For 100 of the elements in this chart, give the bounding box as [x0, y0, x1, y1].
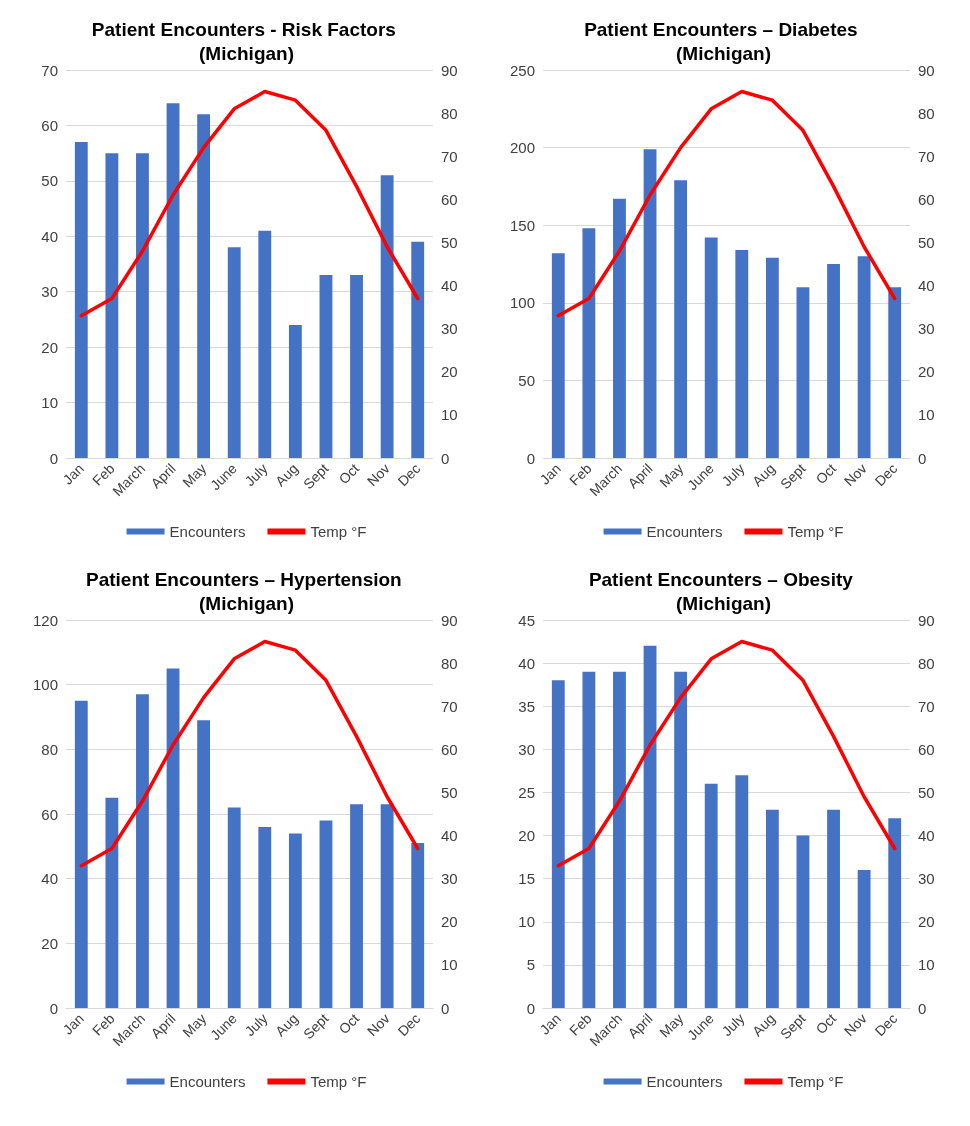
- x-tick-label: July: [241, 1010, 271, 1040]
- y2-tick-label: 60: [441, 190, 458, 208]
- bar: [380, 804, 394, 1008]
- y-tick-label: 40: [41, 870, 58, 888]
- y-tick-label: 100: [32, 676, 58, 694]
- y-tick-label: 80: [41, 740, 58, 758]
- y2-tick-label: 0: [441, 449, 450, 467]
- bar: [105, 797, 119, 1008]
- bar: [166, 668, 180, 1008]
- y-tick-label: 250: [509, 61, 535, 79]
- y-tick-label: 50: [518, 371, 535, 389]
- bar: [74, 700, 88, 1008]
- y-tick-label: 60: [41, 805, 58, 823]
- line-series: [556, 639, 897, 868]
- x-tick-label: Oct: [812, 460, 840, 488]
- bar: [888, 287, 902, 458]
- y-tick-label: 5: [526, 956, 535, 974]
- y2-tick-label: 10: [441, 406, 458, 424]
- y2-tick-label: 40: [441, 277, 458, 295]
- y-tick-label: 70: [41, 61, 58, 79]
- bar: [582, 228, 596, 458]
- bar: [288, 833, 302, 1008]
- x-tick-label: Jan: [536, 460, 564, 488]
- bar: [827, 809, 840, 1008]
- y2-tick-label: 50: [918, 783, 935, 801]
- bar: [765, 257, 779, 458]
- x-tick-label: Nov: [840, 1010, 870, 1040]
- y2-tick-label: 50: [441, 233, 458, 251]
- y-tick-label: 20: [41, 338, 58, 356]
- bar: [197, 720, 211, 1008]
- bar: [551, 680, 565, 1008]
- y2-tick-label: 70: [441, 697, 458, 715]
- y-tick-label: 200: [509, 139, 535, 157]
- bar: [319, 275, 333, 458]
- y-tick-label: 0: [526, 999, 535, 1017]
- y2-tick-label: 60: [918, 740, 935, 758]
- y2-tick-label: 80: [918, 104, 935, 122]
- x-tick-label: Aug: [749, 460, 779, 490]
- legend-label: Encounters: [646, 1073, 723, 1090]
- y2-tick-label: 30: [441, 870, 458, 888]
- legend-label: Temp °F: [787, 1073, 844, 1090]
- bar: [643, 645, 657, 1008]
- bar: [411, 843, 425, 1008]
- bar: [74, 142, 88, 458]
- bar: [227, 807, 241, 1008]
- y2-tick-label: 20: [441, 913, 458, 931]
- y2-tick-label: 30: [441, 320, 458, 338]
- y-tick-label: 10: [518, 913, 535, 931]
- y2-tick-label: 20: [918, 363, 935, 381]
- chart-title: Patient Encounters – Diabetes (Michigan): [584, 18, 863, 64]
- x-tick-label: Aug: [272, 460, 302, 490]
- bar: [551, 253, 565, 458]
- legend-label: Temp °F: [310, 1073, 367, 1090]
- bar: [704, 237, 718, 458]
- y-tick-label: 15: [518, 870, 535, 888]
- chart-title: Patient Encounters – Hypertension (Michigan): [86, 568, 407, 614]
- bar: [319, 820, 333, 1008]
- y2-tick-label: 40: [918, 827, 935, 845]
- bar: [258, 230, 272, 458]
- bar: [888, 818, 902, 1008]
- bar: [288, 324, 302, 458]
- x-tick-label: Oct: [812, 1010, 840, 1038]
- bar: [350, 804, 363, 1008]
- y2-tick-label: 0: [918, 449, 927, 467]
- y-tick-label: 30: [41, 283, 58, 301]
- y2-tick-label: 60: [441, 740, 458, 758]
- bar: [796, 835, 810, 1008]
- y2-tick-label: 20: [441, 363, 458, 381]
- bar: [258, 826, 272, 1008]
- y2-tick-label: 10: [918, 406, 935, 424]
- bar: [674, 180, 688, 458]
- line-series: [79, 89, 420, 318]
- bar: [350, 275, 363, 458]
- y2-tick-label: 70: [918, 697, 935, 715]
- y2-tick-label: 80: [441, 104, 458, 122]
- y-tick-label: 45: [518, 611, 535, 629]
- x-tick-label: Aug: [749, 1010, 779, 1040]
- bar: [674, 671, 688, 1008]
- legend-label: Encounters: [169, 523, 246, 540]
- y2-tick-label: 80: [918, 654, 935, 672]
- bar: [796, 287, 810, 458]
- y2-tick-label: 20: [918, 913, 935, 931]
- x-tick-label: Jan: [536, 1010, 564, 1038]
- bar: [735, 775, 749, 1008]
- legend-label: Temp °F: [310, 523, 367, 540]
- x-tick-label: Nov: [363, 1010, 393, 1040]
- bar: [136, 694, 149, 1008]
- y-tick-label: 25: [518, 783, 535, 801]
- y-tick-label: 100: [509, 294, 535, 312]
- y2-tick-label: 10: [441, 956, 458, 974]
- bar: [857, 256, 871, 458]
- bar: [136, 153, 149, 458]
- x-tick-label: Oct: [335, 460, 363, 488]
- y2-tick-label: 90: [918, 611, 935, 629]
- x-tick-label: Oct: [335, 1010, 363, 1038]
- x-tick-label: Dec: [394, 460, 424, 490]
- y-tick-label: 10: [41, 394, 58, 412]
- y-tick-label: 0: [49, 449, 58, 467]
- x-tick-label: Feb: [566, 460, 595, 489]
- bar: [613, 671, 626, 1008]
